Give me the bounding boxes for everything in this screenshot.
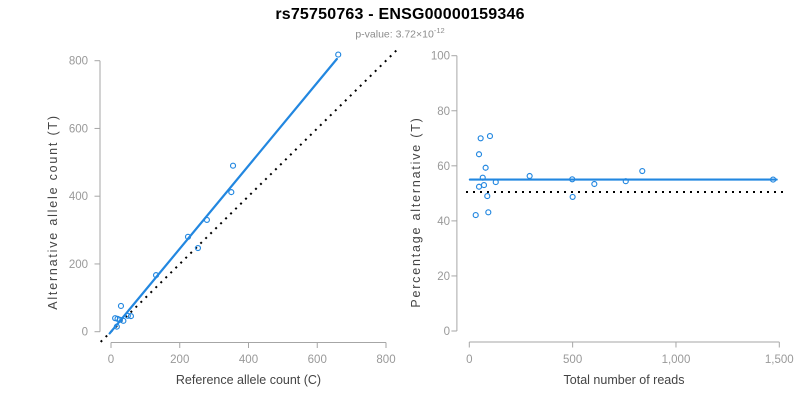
data-point (229, 162, 237, 169)
dotted-reference-line (99, 49, 398, 343)
pvalue-text: p-value: 3.72×10 (355, 28, 434, 41)
data-point (486, 133, 494, 140)
data-point (127, 313, 135, 320)
data-point (120, 317, 127, 324)
y-tick-label: 0 (82, 327, 88, 339)
y-axis-label: Percentage alternative (T) (409, 116, 423, 307)
data-point (770, 176, 777, 183)
y-axis-label: Alternative allele count (T) (46, 114, 60, 310)
data-point (124, 312, 131, 319)
data-point (622, 178, 629, 185)
y-tick-label: 60 (437, 161, 450, 173)
y-tick-label: 0 (444, 326, 450, 338)
x-tick-label: 1,000 (662, 354, 691, 366)
y-tick-label: 80 (437, 106, 450, 118)
figure-title: rs75750763 - ENSG00000159346 (275, 6, 525, 23)
data-point (480, 182, 488, 189)
x-axis-label: Reference allele count (C) (176, 373, 321, 387)
y-tick-label: 200 (69, 259, 88, 271)
data-point (526, 172, 533, 180)
y-tick-label: 600 (69, 123, 88, 135)
data-point (116, 316, 124, 323)
data-point (152, 272, 160, 279)
y-tick-label: 40 (437, 216, 450, 228)
data-point (591, 180, 598, 188)
data-point (482, 164, 489, 171)
data-point (484, 193, 491, 200)
data-point (194, 244, 202, 252)
right-scatter-panel: 0 20 40 60 80 100 0 500 1,000 1,500 Total number o… (409, 51, 794, 387)
x-tick-label: 200 (170, 354, 189, 366)
data-point (569, 193, 576, 201)
data-point (479, 174, 486, 181)
x-tick-label: 800 (376, 354, 395, 366)
x-tick-label: 1,500 (765, 354, 794, 366)
x-tick-label: 0 (108, 354, 114, 366)
data-point (492, 178, 499, 186)
x-tick-label: 600 (308, 354, 327, 366)
y-tick-label: 20 (437, 271, 450, 283)
y-tick-label: 800 (69, 56, 88, 68)
fit-line (108, 57, 338, 335)
pvalue-subtitle: p-value: 3.72×10-12 (0, 26, 800, 41)
pvalue-exponent: -12 (433, 26, 445, 35)
x-tick-label: 0 (466, 354, 472, 366)
data-point (472, 212, 479, 219)
data-point (477, 135, 484, 142)
data-point (113, 323, 120, 330)
data-point (475, 151, 483, 158)
data-point (203, 216, 210, 223)
data-point (639, 167, 646, 175)
y-tick-label: 400 (69, 191, 88, 203)
x-axis-label: Total number of reads (564, 373, 685, 387)
y-tick-label: 100 (431, 51, 450, 63)
left-scatter-panel: 0 200 400 600 800 0 200 400 600 800 Reference alle… (46, 49, 398, 387)
data-point (117, 302, 125, 310)
data-point (184, 233, 192, 240)
data-point (335, 51, 342, 58)
data-point (228, 189, 235, 196)
data-point (569, 176, 576, 183)
x-tick-label: 500 (563, 354, 582, 366)
data-point (485, 209, 492, 216)
x-tick-label: 400 (239, 354, 258, 366)
data-point (475, 183, 483, 190)
